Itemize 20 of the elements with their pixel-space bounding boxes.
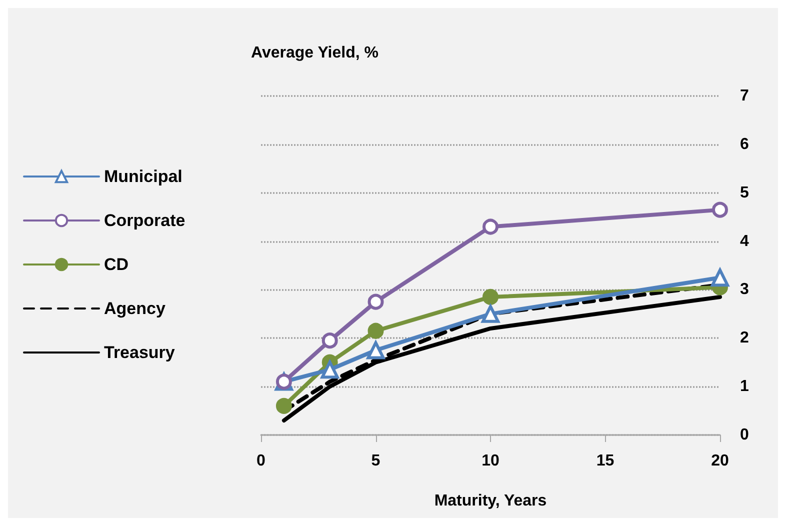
- y-tick-label: 6: [740, 136, 749, 153]
- x-axis-title: Maturity, Years: [434, 492, 547, 510]
- legend-label: Corporate: [104, 211, 186, 230]
- x-tick-label: 20: [711, 452, 729, 470]
- x-tick-label: 15: [596, 452, 614, 470]
- x-tick-label: 10: [482, 452, 500, 470]
- legend-label: Treasury: [104, 343, 176, 362]
- y-tick-label: 5: [740, 184, 749, 202]
- y-tick-label: 2: [740, 330, 749, 347]
- chart-title: Average Yield, %: [251, 44, 378, 62]
- y-tick-label: 1: [740, 378, 749, 396]
- x-tick-label: 5: [371, 452, 380, 470]
- y-tick-label: 4: [740, 232, 749, 250]
- y-tick-label: 3: [740, 281, 749, 298]
- y-tick-label: 0: [740, 426, 749, 444]
- legend-label: Municipal: [104, 167, 182, 186]
- x-tick-label: 0: [256, 452, 266, 470]
- legend-label: Agency: [104, 299, 166, 318]
- legend-label: CD: [104, 255, 129, 274]
- y-tick-label: 7: [740, 88, 749, 104]
